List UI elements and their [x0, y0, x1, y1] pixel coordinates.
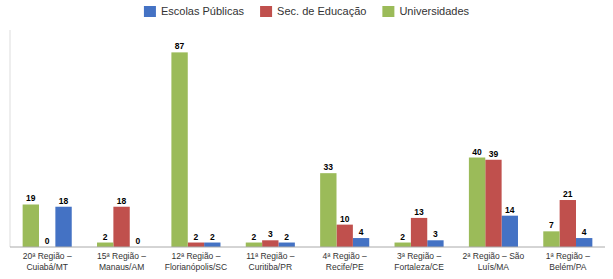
bar	[97, 243, 113, 247]
data-label: 87	[175, 41, 185, 51]
legend: Escolas Públicas Sec. de Educação Universi…	[144, 5, 470, 17]
bar	[427, 240, 443, 247]
x-tick-label: 11ª Região –Curitiba/PR	[246, 251, 295, 272]
data-label: 2	[103, 232, 108, 242]
legend-label: Escolas Públicas	[161, 5, 245, 17]
x-tick-label: 2ª Região – SãoLuís/MA	[463, 251, 525, 272]
x-tick-label: 12ª Região –Florianópolis/SC	[165, 251, 227, 272]
data-label: 39	[489, 149, 499, 159]
data-label: 7	[549, 220, 554, 230]
bar	[246, 243, 262, 247]
bar	[576, 238, 592, 247]
bar	[320, 173, 336, 247]
data-label: 18	[59, 196, 69, 206]
bar	[353, 238, 369, 247]
bars	[23, 52, 593, 247]
data-label: 40	[472, 147, 482, 157]
bar	[502, 216, 518, 247]
y-axis-line	[10, 30, 11, 247]
legend-label: Universidades	[399, 5, 469, 17]
chart: Escolas Públicas Sec. de Educação Universi…	[0, 0, 613, 279]
x-tick-label: 20ª Região –Cuiabá/MT	[23, 251, 72, 272]
bar	[560, 200, 576, 247]
bar	[543, 231, 559, 247]
data-label: 0	[136, 236, 141, 246]
data-label: 10	[340, 214, 350, 224]
data-label: 2	[210, 232, 215, 242]
legend-label: Sec. de Educação	[277, 5, 366, 17]
data-label: 4	[582, 227, 587, 237]
chart-container: Escolas Públicas Sec. de Educação Universi…	[0, 0, 613, 279]
bar	[278, 243, 294, 247]
x-tick-label: 1ª Região –Belém/PA	[546, 251, 591, 272]
x-tick-label: 4ª Região –Recife/PE	[323, 251, 368, 272]
data-label: 13	[414, 207, 424, 217]
x-tick-labels: 20ª Região –Cuiabá/MT 15ª Região –Manaus/…	[23, 251, 591, 272]
bar	[411, 218, 427, 247]
data-label: 3	[433, 229, 438, 239]
data-label: 19	[26, 193, 36, 203]
data-label: 14	[505, 205, 515, 215]
data-label: 4	[359, 227, 364, 237]
bar	[188, 243, 204, 247]
bar	[395, 243, 411, 247]
bar	[469, 158, 485, 247]
data-labels: 18022431440182310133921192872332407	[26, 41, 587, 246]
bar	[171, 52, 187, 247]
data-label: 2	[400, 232, 405, 242]
data-label: 2	[284, 232, 289, 242]
data-label: 2	[194, 232, 199, 242]
bar	[23, 204, 39, 247]
legend-swatch	[382, 6, 394, 17]
data-label: 21	[563, 189, 573, 199]
bar	[262, 240, 278, 247]
bar	[485, 160, 501, 247]
data-label: 33	[324, 162, 334, 172]
data-label: 0	[45, 236, 50, 246]
bar	[204, 243, 220, 247]
bar	[55, 207, 71, 247]
bar	[337, 225, 353, 247]
data-label: 2	[252, 232, 257, 242]
bar	[113, 207, 129, 247]
x-tick-label: 3ª Região –Fortaleza/CE	[394, 251, 444, 272]
x-tick-label: 15ª Região –Manaus/AM	[97, 251, 146, 272]
legend-swatch	[260, 6, 272, 17]
data-label: 3	[268, 229, 273, 239]
legend-swatch	[144, 6, 156, 17]
x-axis-line	[10, 247, 605, 248]
data-label: 18	[117, 196, 127, 206]
